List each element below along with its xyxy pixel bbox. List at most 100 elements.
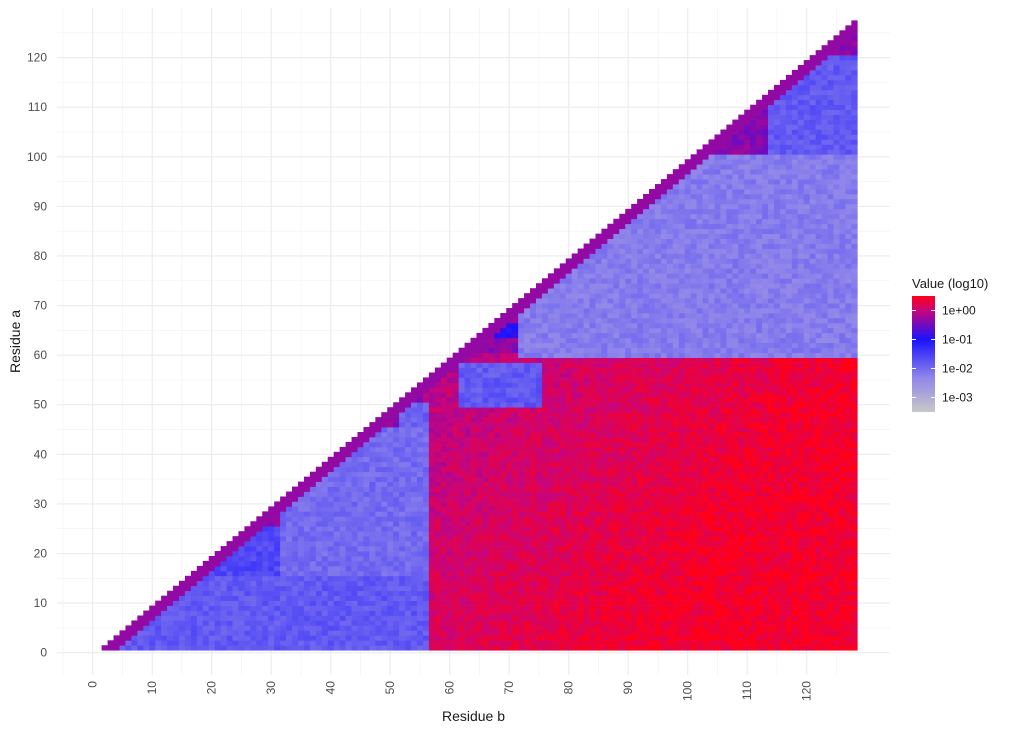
heatmap-cell bbox=[631, 461, 638, 468]
heatmap-cell bbox=[785, 536, 793, 542]
heatmap-cell bbox=[797, 451, 805, 458]
heatmap-cell bbox=[785, 551, 793, 557]
heatmap-cell bbox=[351, 541, 358, 547]
heatmap-cell bbox=[488, 436, 495, 443]
heatmap-cell bbox=[756, 531, 763, 537]
heatmap-cell bbox=[232, 610, 239, 616]
heatmap-cell bbox=[738, 446, 745, 453]
heatmap-cell bbox=[476, 422, 483, 428]
heatmap-cell bbox=[238, 536, 245, 542]
heatmap-cell bbox=[363, 526, 370, 532]
heatmap-cell bbox=[476, 595, 483, 601]
heatmap-cell bbox=[303, 635, 311, 641]
heatmap-cell bbox=[202, 565, 210, 572]
heatmap-cell bbox=[214, 570, 221, 577]
heatmap-cell bbox=[678, 491, 686, 497]
heatmap-cell bbox=[803, 600, 811, 606]
heatmap-cell bbox=[321, 555, 329, 562]
heatmap-cell bbox=[654, 625, 662, 631]
heatmap-cell bbox=[565, 546, 573, 552]
heatmap-cell bbox=[577, 476, 584, 482]
heatmap-cell bbox=[476, 461, 483, 468]
heatmap-cell bbox=[797, 555, 805, 562]
heatmap-cell bbox=[815, 451, 822, 458]
heatmap-cell bbox=[119, 640, 126, 646]
heatmap-cell bbox=[202, 570, 210, 577]
heatmap-cell bbox=[375, 560, 382, 567]
heatmap-cell bbox=[440, 575, 448, 582]
heatmap-cell bbox=[684, 516, 692, 522]
heatmap-cell bbox=[851, 506, 858, 512]
heatmap-cell bbox=[803, 486, 811, 492]
heatmap-cell bbox=[411, 645, 418, 651]
heatmap-cell bbox=[553, 635, 561, 641]
heatmap-cell bbox=[595, 610, 602, 616]
heatmap-cell bbox=[607, 441, 614, 448]
heatmap-cell bbox=[565, 536, 573, 542]
heatmap-cell bbox=[315, 595, 323, 601]
heatmap-cell bbox=[518, 412, 525, 418]
heatmap-cell bbox=[524, 620, 531, 626]
heatmap-cell bbox=[464, 580, 471, 587]
heatmap-cell bbox=[357, 590, 364, 597]
heatmap-cell bbox=[518, 486, 525, 492]
heatmap-cell bbox=[779, 531, 787, 537]
heatmap-cell bbox=[190, 600, 198, 606]
heatmap-cell bbox=[637, 491, 644, 497]
heatmap-cell bbox=[422, 570, 430, 577]
heatmap-cell bbox=[738, 580, 745, 587]
heatmap-cell bbox=[851, 456, 858, 463]
heatmap-cell bbox=[613, 436, 620, 443]
heatmap-cell bbox=[303, 546, 311, 552]
heatmap-cell bbox=[541, 580, 549, 587]
heatmap-cell bbox=[446, 605, 454, 611]
heatmap-cell bbox=[756, 560, 763, 567]
heatmap-cell bbox=[666, 585, 674, 592]
heatmap-cell bbox=[720, 625, 727, 631]
heatmap-cell bbox=[238, 575, 245, 582]
heatmap-cell bbox=[785, 610, 793, 616]
heatmap-cell bbox=[208, 615, 216, 621]
heatmap-cell bbox=[821, 645, 828, 651]
heatmap-cell bbox=[649, 417, 656, 423]
heatmap-cell bbox=[547, 511, 555, 517]
heatmap-cell bbox=[684, 625, 692, 631]
heatmap-cell bbox=[601, 531, 608, 537]
heatmap-cell bbox=[714, 501, 721, 507]
heatmap-cell bbox=[643, 575, 650, 582]
heatmap-cell bbox=[416, 491, 424, 497]
heatmap-cell bbox=[422, 461, 430, 468]
heatmap-cell bbox=[446, 436, 454, 443]
heatmap-cell bbox=[666, 541, 674, 547]
heatmap-cell bbox=[613, 565, 620, 572]
heatmap-cell bbox=[827, 427, 834, 433]
heatmap-cell bbox=[428, 625, 436, 631]
heatmap-cell bbox=[744, 645, 751, 651]
heatmap-cell bbox=[369, 541, 376, 547]
heatmap-cell bbox=[512, 555, 519, 562]
heatmap-cell bbox=[482, 496, 489, 502]
heatmap-cell bbox=[607, 551, 614, 557]
heatmap-cell bbox=[589, 511, 596, 517]
heatmap-cell bbox=[732, 496, 739, 502]
heatmap-cell bbox=[744, 486, 751, 492]
heatmap-cell bbox=[434, 570, 442, 577]
heatmap-cell bbox=[440, 506, 448, 512]
heatmap-cell bbox=[714, 595, 721, 601]
heatmap-cell bbox=[500, 590, 507, 597]
heatmap-cell bbox=[643, 511, 650, 517]
heatmap-cell bbox=[518, 541, 525, 547]
heatmap-cell bbox=[381, 521, 388, 527]
heatmap-cell bbox=[708, 427, 715, 433]
heatmap-cell bbox=[678, 605, 686, 611]
heatmap-cell bbox=[393, 427, 400, 433]
heatmap-cell bbox=[327, 570, 335, 577]
heatmap-cell bbox=[720, 565, 727, 572]
heatmap-cell bbox=[268, 516, 275, 522]
heatmap-cell bbox=[333, 555, 340, 562]
heatmap-cell bbox=[750, 635, 757, 641]
heatmap-cell bbox=[214, 635, 221, 641]
heatmap-cell bbox=[196, 565, 204, 572]
heatmap-cell bbox=[666, 620, 674, 626]
heatmap-cell bbox=[464, 590, 471, 597]
